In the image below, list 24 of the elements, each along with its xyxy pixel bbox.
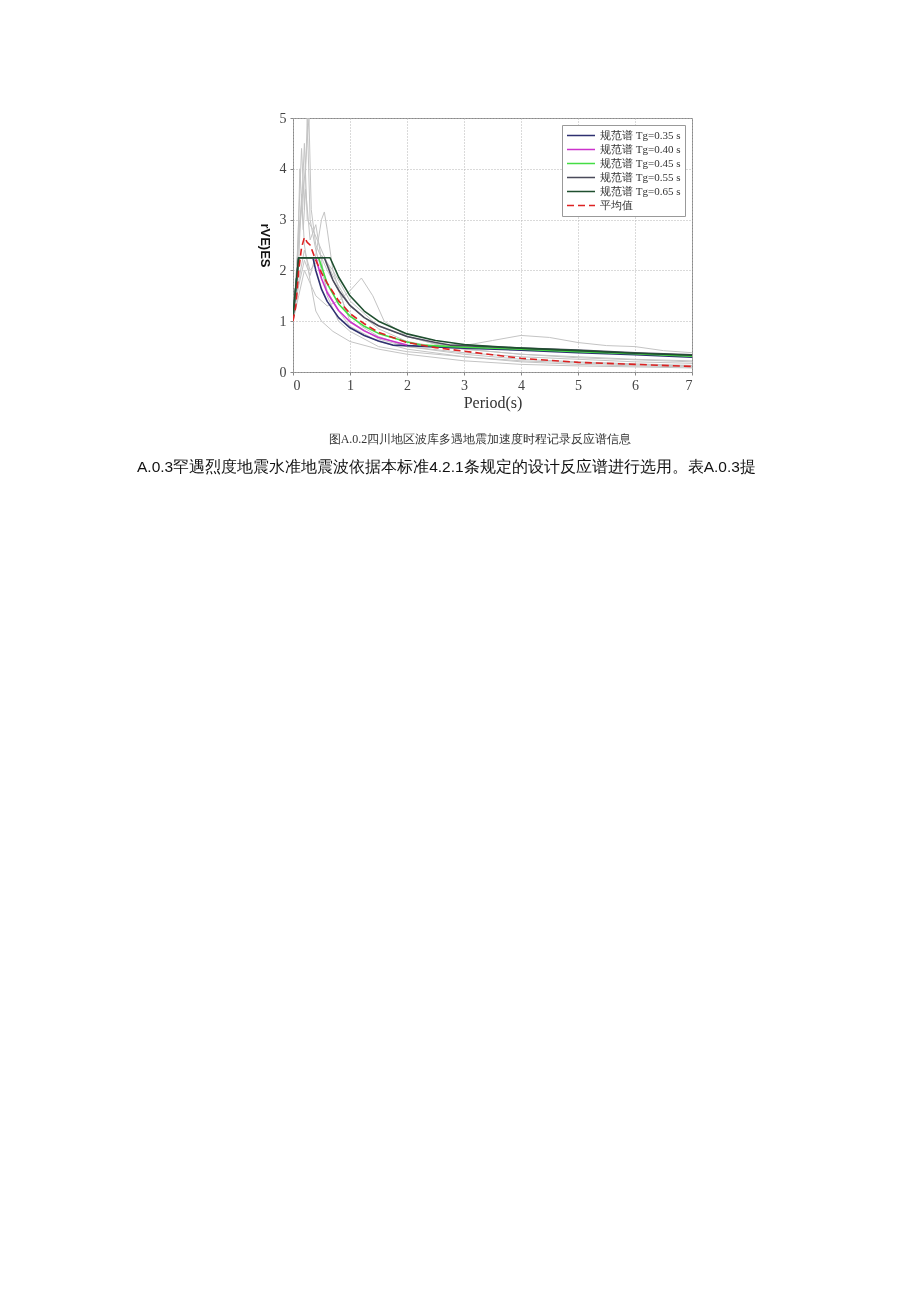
- y-tick-label: 1: [279, 313, 287, 329]
- y-tick-label: 4: [279, 161, 287, 177]
- text: 图A.0.2四川地区波库多遇地震加速度时程记录反应谱信息: [327, 431, 633, 448]
- legend-label: 平均值: [600, 198, 633, 211]
- x-tick-label: 2: [404, 377, 411, 393]
- x-tick-label: 5: [575, 377, 582, 393]
- legend-label: 规范谱 Tg=0.40 s: [600, 142, 681, 155]
- y-tick-label: 0: [279, 364, 287, 380]
- y-axis-title: rVE)ES: [257, 223, 273, 268]
- legend-label: 规范谱 Tg=0.55 s: [600, 170, 681, 183]
- y-tick-label: 3: [279, 212, 287, 228]
- y-tick-label: 5: [279, 110, 287, 126]
- x-tick-label: 7: [685, 377, 693, 393]
- legend-label: 规范谱 Tg=0.45 s: [600, 156, 681, 169]
- legend-label: 规范谱 Tg=0.65 s: [600, 184, 681, 197]
- x-tick-label: 3: [461, 377, 468, 393]
- x-tick-label: 4: [518, 377, 525, 393]
- x-tick-label: 1: [347, 377, 354, 393]
- legend-label: 规范谱 Tg=0.35 s: [600, 128, 681, 141]
- y-tick-label: 2: [279, 262, 287, 278]
- text: A.0.3罕遇烈度地震水准地震波依据本标准4.2.1条规定的设计反应谱进行选用。表A.0.3提: [137, 457, 756, 477]
- x-tick-label: 0: [293, 377, 301, 393]
- x-tick-label: 6: [632, 377, 639, 393]
- x-axis-title: Period(s): [463, 393, 523, 412]
